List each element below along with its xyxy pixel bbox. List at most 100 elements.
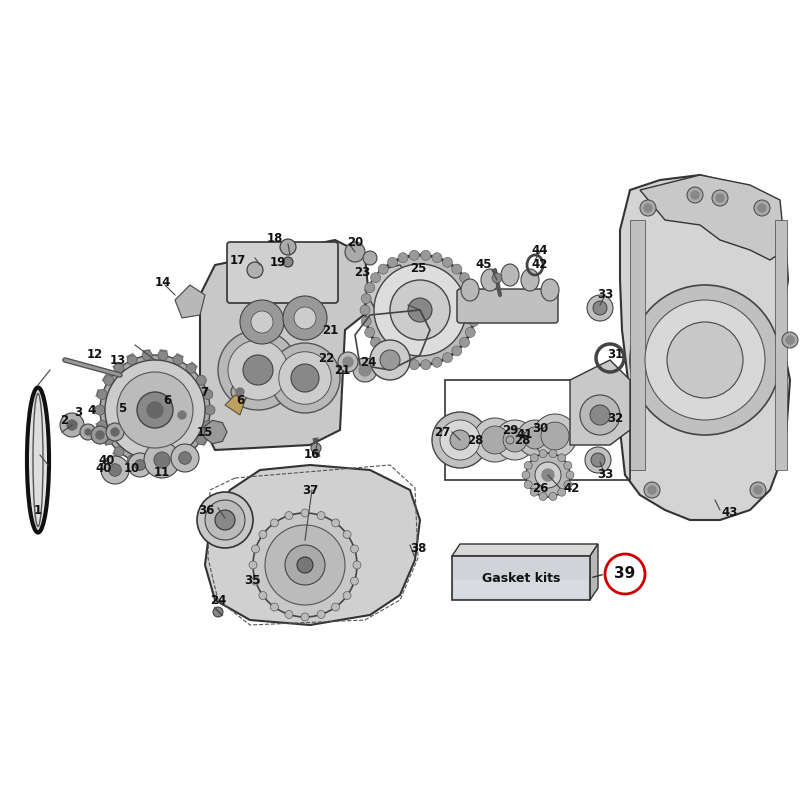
Ellipse shape bbox=[461, 279, 479, 301]
Circle shape bbox=[380, 350, 400, 370]
Circle shape bbox=[564, 481, 572, 489]
Text: 44: 44 bbox=[532, 243, 548, 257]
Text: 4: 4 bbox=[88, 403, 96, 417]
Circle shape bbox=[452, 346, 462, 356]
Circle shape bbox=[452, 264, 462, 274]
Circle shape bbox=[106, 423, 124, 441]
Circle shape bbox=[591, 453, 605, 467]
FancyBboxPatch shape bbox=[227, 242, 338, 303]
Circle shape bbox=[365, 255, 475, 365]
Circle shape bbox=[644, 482, 660, 498]
Bar bbox=[173, 353, 184, 366]
Circle shape bbox=[205, 405, 215, 415]
Text: 3: 3 bbox=[74, 406, 82, 419]
Circle shape bbox=[270, 343, 340, 413]
Circle shape bbox=[331, 519, 339, 527]
Circle shape bbox=[142, 350, 152, 361]
Circle shape bbox=[231, 383, 249, 401]
Circle shape bbox=[343, 357, 353, 367]
Circle shape bbox=[363, 251, 377, 265]
Circle shape bbox=[549, 450, 557, 458]
Text: 45: 45 bbox=[476, 258, 492, 271]
Ellipse shape bbox=[541, 279, 559, 301]
Circle shape bbox=[285, 610, 293, 618]
Circle shape bbox=[786, 336, 794, 344]
Bar bbox=[142, 349, 152, 360]
Polygon shape bbox=[205, 465, 420, 625]
Circle shape bbox=[362, 294, 371, 303]
Circle shape bbox=[587, 295, 613, 321]
Circle shape bbox=[173, 355, 183, 365]
Circle shape bbox=[645, 300, 765, 420]
Bar bbox=[112, 362, 125, 374]
Circle shape bbox=[421, 360, 430, 370]
Text: 37: 37 bbox=[302, 483, 318, 497]
Circle shape bbox=[387, 258, 398, 267]
Circle shape bbox=[667, 322, 743, 398]
Circle shape bbox=[466, 282, 475, 293]
Text: 10: 10 bbox=[124, 462, 140, 474]
Circle shape bbox=[459, 338, 470, 347]
Circle shape bbox=[503, 428, 527, 452]
Circle shape bbox=[539, 450, 547, 458]
Polygon shape bbox=[640, 175, 785, 260]
Circle shape bbox=[687, 187, 703, 203]
Circle shape bbox=[101, 456, 129, 484]
Circle shape bbox=[469, 294, 478, 303]
Circle shape bbox=[331, 603, 339, 611]
Circle shape bbox=[283, 296, 327, 340]
Bar bbox=[102, 434, 114, 446]
Circle shape bbox=[85, 429, 91, 435]
Circle shape bbox=[580, 395, 620, 435]
Circle shape bbox=[127, 455, 137, 465]
Circle shape bbox=[251, 311, 273, 333]
Circle shape bbox=[91, 426, 109, 444]
Circle shape bbox=[291, 364, 319, 392]
Polygon shape bbox=[225, 395, 245, 415]
Circle shape bbox=[270, 519, 278, 527]
Circle shape bbox=[495, 420, 535, 460]
Text: 16: 16 bbox=[304, 449, 320, 462]
Circle shape bbox=[469, 317, 478, 326]
Circle shape bbox=[297, 557, 313, 573]
Circle shape bbox=[502, 432, 518, 448]
Circle shape bbox=[442, 353, 453, 362]
Bar bbox=[102, 374, 114, 386]
Ellipse shape bbox=[30, 390, 46, 530]
Circle shape bbox=[517, 420, 553, 456]
Bar bbox=[630, 220, 645, 470]
Circle shape bbox=[236, 388, 244, 396]
Text: 13: 13 bbox=[110, 354, 126, 366]
Text: 19: 19 bbox=[270, 255, 286, 269]
Circle shape bbox=[432, 412, 488, 468]
Circle shape bbox=[80, 424, 96, 440]
Bar bbox=[186, 362, 198, 374]
Circle shape bbox=[186, 363, 196, 374]
Text: 28: 28 bbox=[467, 434, 483, 446]
Text: 38: 38 bbox=[410, 542, 426, 554]
Bar bbox=[186, 446, 198, 458]
Circle shape bbox=[378, 346, 388, 356]
Circle shape bbox=[158, 350, 168, 361]
Circle shape bbox=[350, 577, 358, 585]
Circle shape bbox=[137, 392, 173, 428]
Circle shape bbox=[317, 610, 325, 618]
Circle shape bbox=[218, 330, 298, 410]
Circle shape bbox=[317, 511, 325, 519]
Circle shape bbox=[215, 510, 235, 530]
Circle shape bbox=[285, 545, 325, 585]
Text: 14: 14 bbox=[155, 277, 171, 290]
Text: 35: 35 bbox=[244, 574, 260, 586]
Circle shape bbox=[343, 591, 351, 599]
Circle shape bbox=[362, 317, 371, 326]
Text: 2: 2 bbox=[60, 414, 68, 426]
Circle shape bbox=[782, 332, 798, 348]
Text: 11: 11 bbox=[154, 466, 170, 478]
Circle shape bbox=[558, 454, 566, 462]
Polygon shape bbox=[175, 285, 205, 318]
Polygon shape bbox=[590, 544, 598, 600]
Circle shape bbox=[440, 420, 480, 460]
Circle shape bbox=[353, 358, 377, 382]
Text: Gasket kits: Gasket kits bbox=[482, 571, 560, 585]
Bar bbox=[454, 581, 588, 598]
